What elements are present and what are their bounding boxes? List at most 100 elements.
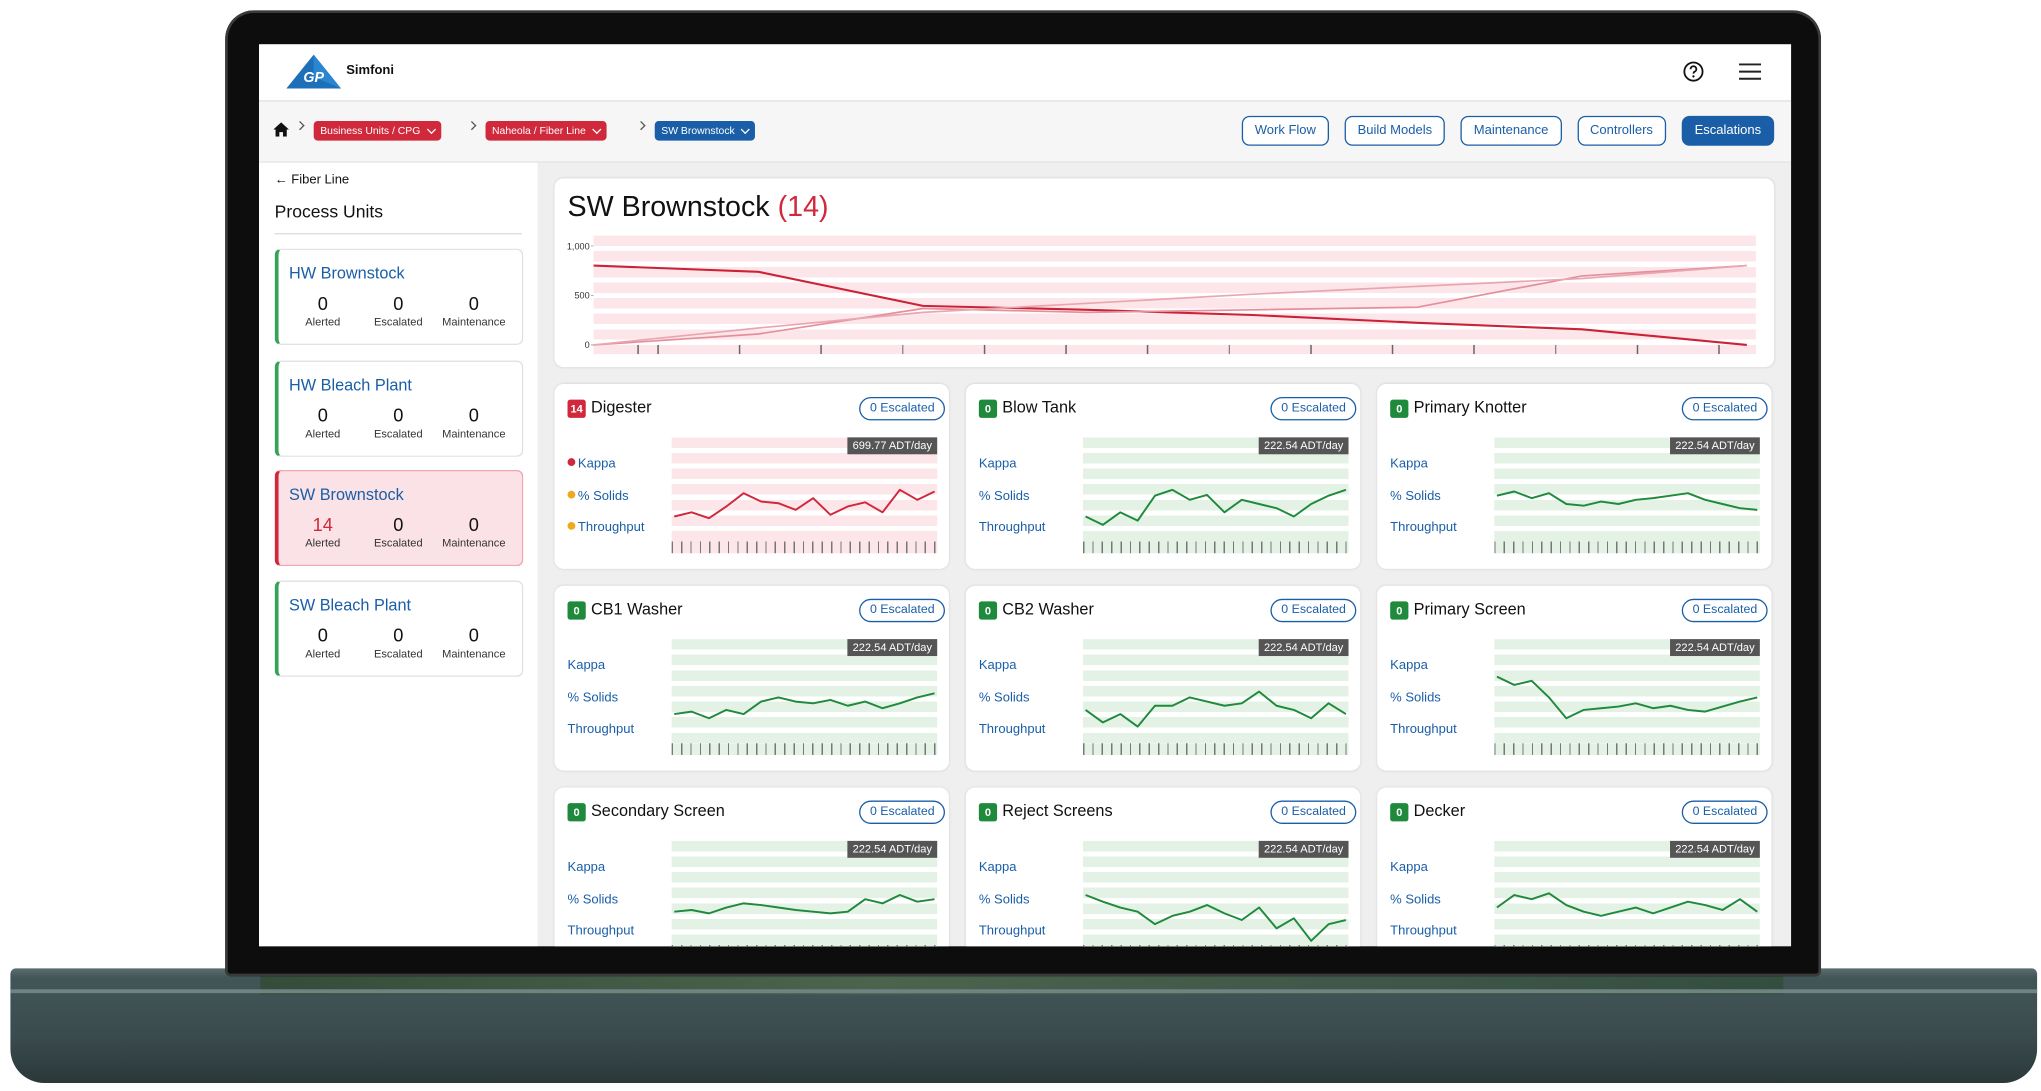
data-line	[1496, 490, 1758, 511]
unit-chart-card: 14 Digester 0 Escalated Kappa % Solids Throug…	[554, 383, 949, 569]
escalated-pill[interactable]: 0 Escalated	[1682, 397, 1768, 421]
rate-label: 222.54 ADT/day	[1258, 437, 1349, 455]
metric-label: % Solids	[567, 488, 629, 504]
unit-stat: 0 Escalated	[359, 294, 437, 328]
card-title: CB2 Washer	[1002, 600, 1094, 619]
unit-stat-value: 0	[393, 514, 404, 535]
card-title: Decker	[1413, 801, 1466, 821]
data-line	[593, 264, 1747, 346]
metric-text: % Solids	[1390, 892, 1441, 907]
help-icon[interactable]	[1683, 61, 1704, 82]
metric-text: % Solids	[577, 488, 629, 504]
nav-button[interactable]: Escalations	[1681, 115, 1775, 146]
metric-text: Kappa	[1390, 658, 1428, 673]
metric-text: Kappa	[978, 860, 1017, 875]
metric-label: Throughput	[568, 722, 635, 736]
metric-label: Throughput	[567, 521, 645, 535]
metric-label: Kappa	[568, 659, 606, 673]
logo[interactable]: GP	[285, 53, 342, 89]
y-tick-label: 0	[585, 340, 590, 350]
overview-heading: SW Brownstock (14)	[568, 190, 829, 224]
nav-button[interactable]: Work Flow	[1241, 115, 1329, 146]
menu-icon[interactable]	[1739, 62, 1762, 80]
card-title: Blow Tank	[1002, 398, 1077, 417]
alert-badge: 0	[567, 601, 586, 620]
breadcrumb-chip[interactable]: SW Brownstock	[654, 121, 756, 141]
unit-stat: 0 Maintenance	[435, 405, 513, 439]
unit-stat-label: Escalated	[374, 315, 423, 329]
escalated-pill[interactable]: 0 Escalated	[1270, 598, 1357, 623]
unit-chart-card: 0 Primary Knotter 0 Escalated Kappa % Solids…	[1377, 383, 1772, 569]
x-ticks	[1494, 743, 1760, 755]
escalated-pill[interactable]: 0 Escalated	[1270, 800, 1357, 824]
unit-stat: 0 Alerted	[284, 404, 362, 440]
back-link[interactable]: ← Fiber Line	[275, 173, 350, 187]
spark-chart: 222.54 ADT/day	[1494, 639, 1760, 755]
main-chart-bg	[593, 235, 1756, 355]
alert-badge: 0	[567, 803, 586, 822]
menu-bars	[1739, 63, 1762, 80]
spark-chart: 222.54 ADT/day	[1494, 437, 1760, 554]
escalated-pill[interactable]: 0 Escalated	[859, 800, 946, 824]
laptop-lip	[10, 989, 2038, 994]
escalated-pill[interactable]: 0 Escalated	[859, 598, 946, 623]
unit-stat-label: Maintenance	[442, 315, 506, 329]
escalated-pill[interactable]: 0 Escalated	[1682, 800, 1768, 824]
unit-stat-value: 0	[317, 404, 328, 426]
metric-text: Kappa	[978, 456, 1017, 472]
metric-text: Kappa	[567, 658, 606, 673]
metric-text: % Solids	[567, 892, 619, 907]
y-tick-label: 1,000	[567, 241, 590, 251]
x-ticks	[1082, 945, 1349, 947]
home-shape	[273, 122, 289, 137]
home-icon[interactable]	[273, 122, 289, 137]
rate-label: 222.54 ADT/day	[847, 840, 938, 858]
data-line	[674, 692, 935, 720]
metric-label: % Solids	[1390, 691, 1441, 705]
unit-stat-label: Alerted	[305, 426, 341, 440]
x-ticks	[1082, 743, 1349, 755]
spark-svg	[674, 488, 936, 520]
unit-card[interactable]: HW Bleach Plant 0 Alerted 0 Escalated 0 Mainte…	[274, 360, 524, 457]
card-title: Primary Knotter	[1413, 398, 1527, 417]
metric-label: % Solids	[979, 691, 1030, 705]
unit-stat: 0 Escalated	[359, 625, 437, 659]
unit-stat-value: 0	[317, 624, 328, 646]
spark-chart: 222.54 ADT/day	[1494, 840, 1760, 947]
rate-label: 222.54 ADT/day	[1258, 840, 1349, 858]
metric-label: Throughput	[1390, 722, 1457, 736]
spark-svg	[1496, 675, 1758, 720]
metric-label: Kappa	[568, 860, 606, 874]
metric-dot	[567, 458, 576, 466]
escalated-pill[interactable]: 0 Escalated	[1270, 397, 1357, 421]
breadcrumb-chip[interactable]: Business Units / CPG	[313, 121, 442, 141]
spark-svg	[1496, 892, 1758, 917]
metric-text: Throughput	[567, 722, 635, 737]
escalated-pill[interactable]: 0 Escalated	[1682, 598, 1768, 623]
unit-name: SW Brownstock	[288, 485, 404, 504]
metric-text: Kappa	[567, 860, 606, 875]
metric-label: % Solids	[568, 892, 619, 906]
metric-label: Throughput	[979, 924, 1046, 938]
unit-stat: 0 Maintenance	[435, 515, 513, 549]
unit-card[interactable]: SW Bleach Plant 0 Alerted 0 Escalated 0 Mainte…	[274, 580, 524, 677]
nav-button[interactable]: Controllers	[1576, 115, 1666, 146]
nav-button[interactable]: Maintenance	[1460, 115, 1562, 146]
metric-text: Throughput	[1390, 722, 1457, 737]
metric-label: Kappa	[1390, 659, 1428, 673]
escalated-pill[interactable]: 0 Escalated	[859, 397, 946, 421]
unit-chart-card: 0 Reject Screens 0 Escalated Kappa % Solids T…	[965, 787, 1361, 947]
spark-chart: 222.54 ADT/day	[671, 840, 938, 947]
metric-label: Kappa	[1390, 457, 1428, 471]
unit-card[interactable]: SW Brownstock 14 Alerted 0 Escalated 0 Mainten…	[274, 469, 524, 567]
logo-text: GP	[303, 70, 324, 86]
unit-stat: 0 Escalated	[359, 405, 437, 439]
breadcrumb-chip[interactable]: Naheola / Fiber Line	[485, 121, 607, 141]
unit-card[interactable]: HW Brownstock 0 Alerted 0 Escalated 0 Maintena…	[274, 248, 524, 345]
breadcrumb-separator	[295, 121, 305, 131]
unit-chart-card: 0 Primary Screen 0 Escalated Kappa % Solids T…	[1377, 585, 1772, 771]
x-ticks	[1082, 541, 1349, 554]
metric-text: Throughput	[978, 520, 1046, 535]
nav-button[interactable]: Build Models	[1344, 115, 1446, 146]
